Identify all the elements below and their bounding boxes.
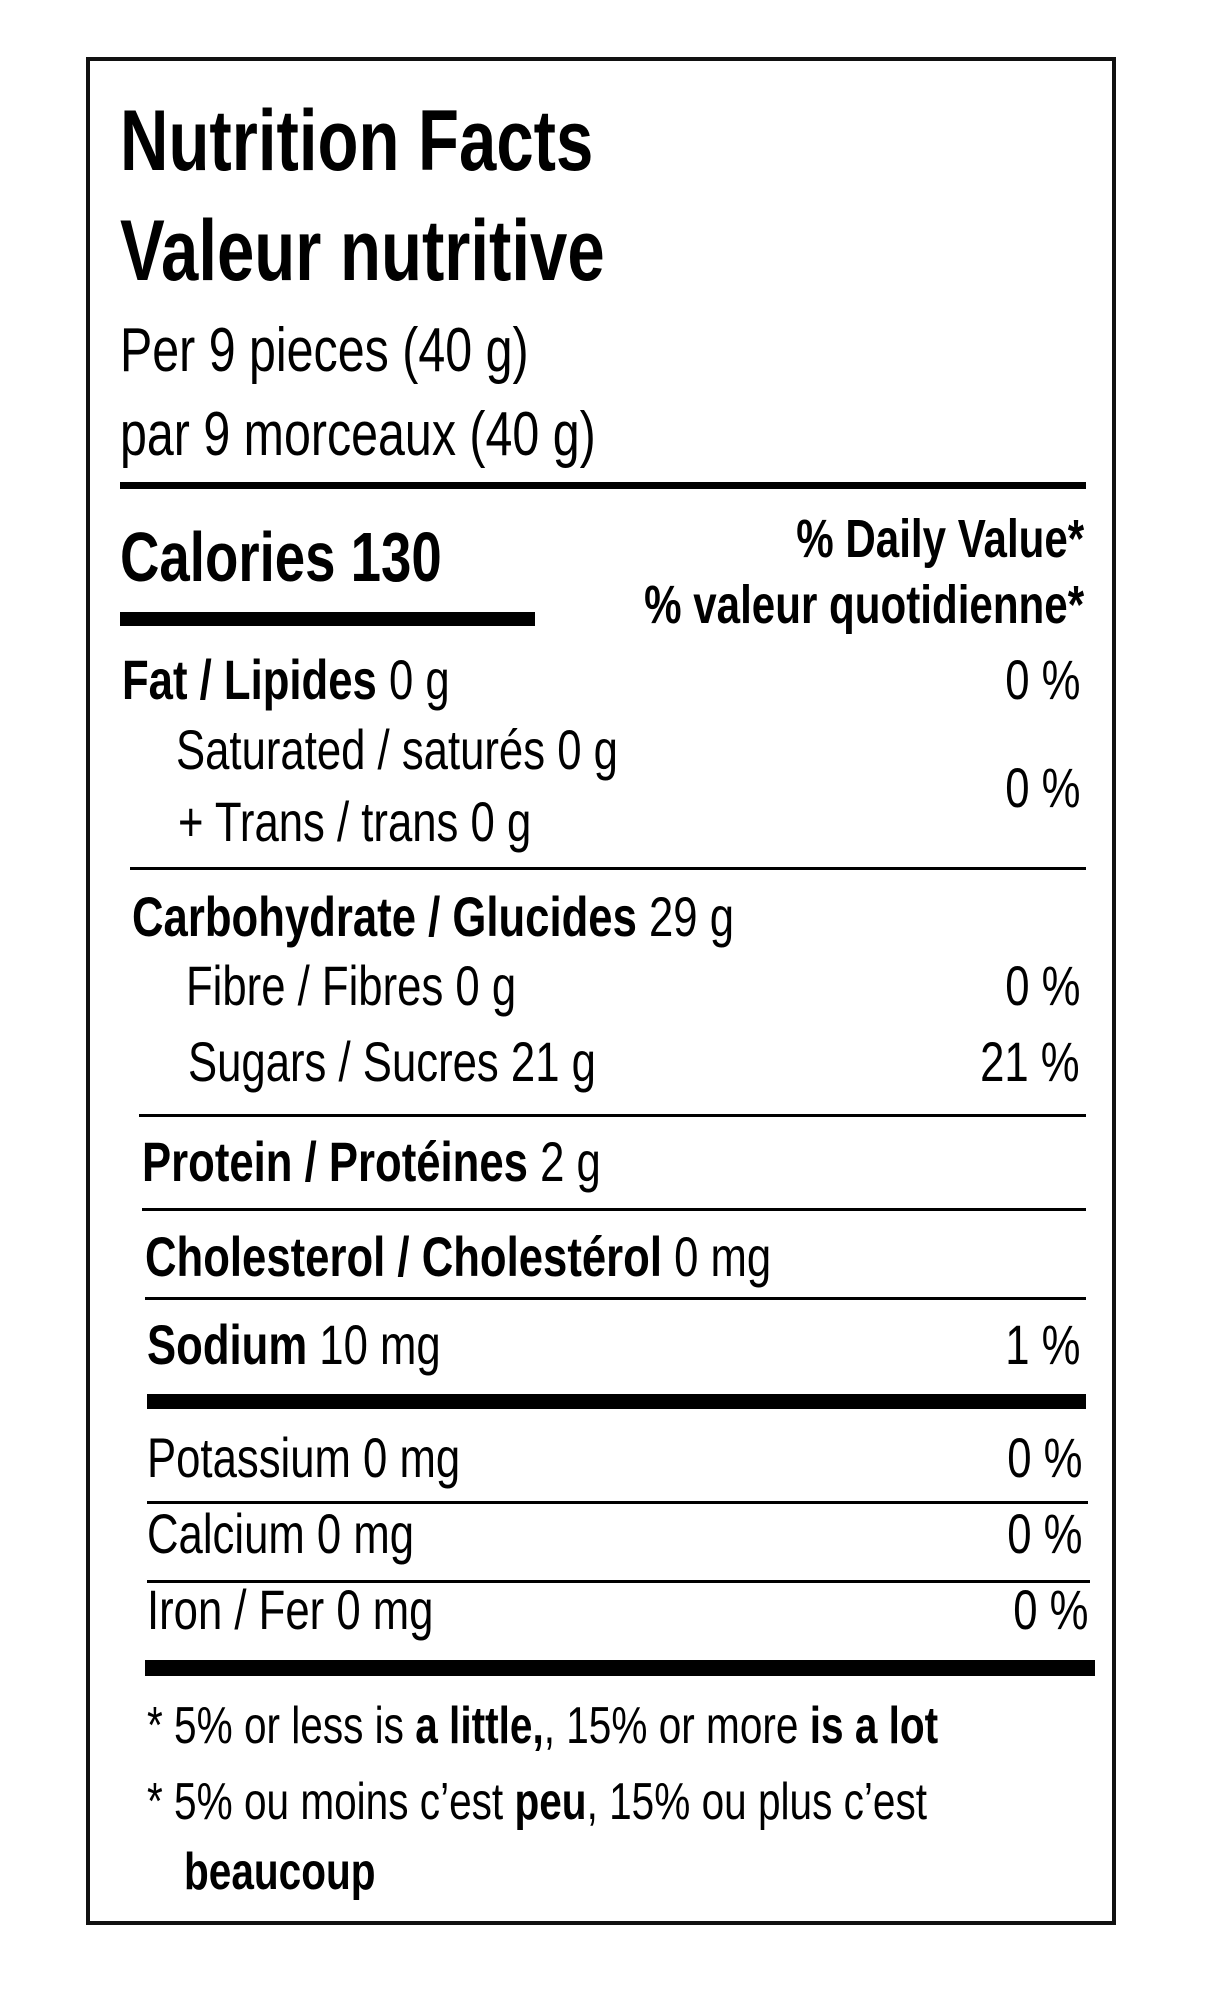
thick-divider xyxy=(145,1660,1095,1676)
serving-size-fr: par 9 morceaux (40 g) xyxy=(120,400,596,469)
carbohydrate-row: Carbohydrate / Glucides 29 g xyxy=(132,885,735,948)
iron-row: Iron / Fer 0 mg xyxy=(147,1578,434,1641)
fat-dv: 0 % xyxy=(1004,648,1080,711)
potassium-row: Potassium 0 mg xyxy=(147,1426,461,1489)
calories: Calories 130 xyxy=(120,522,442,592)
divider xyxy=(145,1297,1086,1300)
footnote-fr: * 5% ou moins c’est peu, 15% ou plus c’e… xyxy=(147,1773,928,1831)
divider xyxy=(139,1114,1086,1117)
nutrition-facts-panel xyxy=(86,57,1116,1925)
iron-dv: 0 % xyxy=(1012,1578,1088,1641)
dv-header-fr: % valeur quotidienne* xyxy=(643,575,1084,635)
calcium-dv: 0 % xyxy=(1006,1502,1082,1565)
sodium-row: Sodium 10 mg xyxy=(147,1313,441,1376)
divider xyxy=(147,1580,1090,1583)
serving-size-en: Per 9 pieces (40 g) xyxy=(120,316,529,385)
divider xyxy=(120,482,1086,489)
saturated-trans-dv: 0 % xyxy=(1004,756,1080,819)
title-en: Nutrition Facts xyxy=(120,93,594,189)
trans-row: + Trans / trans 0 g xyxy=(178,790,532,853)
divider xyxy=(130,867,1086,870)
title-fr: Valeur nutritive xyxy=(120,203,605,299)
divider xyxy=(142,1208,1086,1211)
sugars-row: Sugars / Sucres 21 g xyxy=(188,1030,596,1093)
footnote-fr-continued: beaucoup xyxy=(184,1843,376,1901)
divider xyxy=(147,1501,1088,1504)
calories-value: 130 xyxy=(350,518,442,596)
cholesterol-row: Cholesterol / Cholestérol 0 mg xyxy=(145,1225,772,1288)
protein-row: Protein / Protéines 2 g xyxy=(142,1130,601,1193)
sugars-dv: 21 % xyxy=(980,1030,1080,1093)
fat-row: Fat / Lipides 0 g xyxy=(122,648,450,711)
fibre-dv: 0 % xyxy=(1004,954,1080,1017)
footnote-en: * 5% or less is a little,, 15% or more i… xyxy=(147,1697,939,1755)
thick-divider xyxy=(147,1394,1086,1409)
saturated-row: Saturated / saturés 0 g xyxy=(176,718,618,781)
calories-bar xyxy=(120,612,535,626)
calories-label: Calories xyxy=(120,518,336,596)
calcium-row: Calcium 0 mg xyxy=(147,1502,415,1565)
fibre-row: Fibre / Fibres 0 g xyxy=(186,954,517,1017)
potassium-dv: 0 % xyxy=(1006,1426,1082,1489)
sodium-dv: 1 % xyxy=(1004,1313,1080,1376)
dv-header-en: % Daily Value* xyxy=(796,509,1084,569)
